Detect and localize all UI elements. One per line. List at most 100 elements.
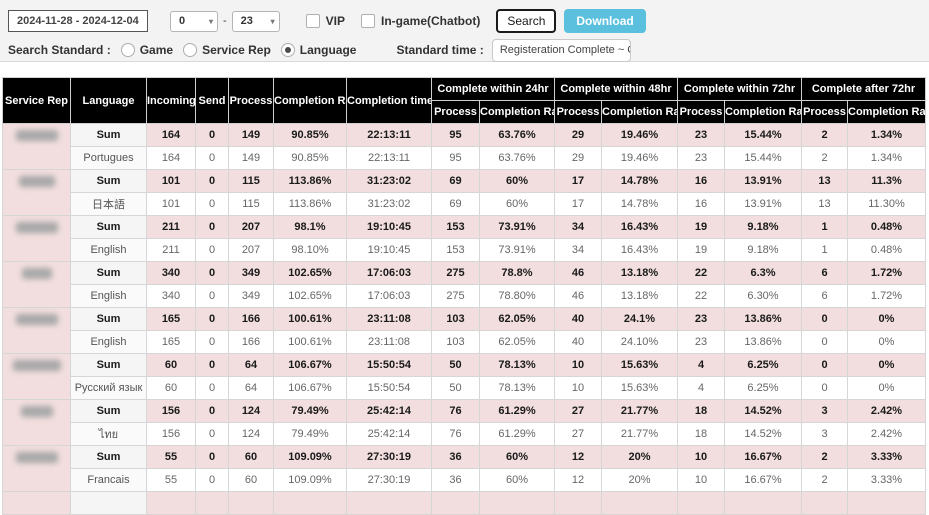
vip-checkbox[interactable]: VIP bbox=[305, 14, 346, 28]
value-cell: 164 bbox=[146, 146, 196, 170]
value-cell: 2.42% bbox=[847, 399, 926, 423]
value-cell: 36 bbox=[431, 468, 480, 492]
value-cell: 2 bbox=[801, 123, 848, 147]
value-cell: 20% bbox=[601, 445, 678, 469]
search-button[interactable]: Search bbox=[496, 9, 557, 33]
value-cell: 207 bbox=[228, 215, 274, 239]
value-cell bbox=[801, 491, 848, 515]
hour-to-select[interactable]: 23 ▾ bbox=[231, 10, 280, 32]
redacted-name-blur bbox=[15, 314, 58, 325]
sub-column-header: Process bbox=[801, 100, 848, 124]
value-cell: 113.86% bbox=[273, 192, 347, 216]
value-cell: 31:23:02 bbox=[346, 169, 432, 193]
value-cell: 124 bbox=[228, 399, 274, 423]
value-cell: 0.48% bbox=[847, 238, 926, 262]
radio-circle-icon[interactable] bbox=[183, 43, 198, 57]
value-cell: 19:10:45 bbox=[346, 215, 432, 239]
value-cell: 11.30% bbox=[847, 192, 926, 216]
hour-from-select[interactable]: 0 ▾ bbox=[170, 10, 218, 32]
value-cell: 95 bbox=[431, 146, 480, 170]
value-cell: 6.3% bbox=[724, 261, 802, 285]
value-cell: 78.13% bbox=[479, 376, 555, 400]
value-cell: 166 bbox=[228, 307, 274, 331]
search-standard-label: Search Standard : bbox=[8, 43, 111, 57]
value-cell: 15.63% bbox=[601, 353, 678, 377]
value-cell: 6.25% bbox=[724, 376, 802, 400]
value-cell: 16.67% bbox=[724, 445, 802, 469]
language-cell: Sum bbox=[70, 261, 147, 285]
redacted-name-blur bbox=[12, 360, 61, 371]
value-cell: 0% bbox=[847, 307, 926, 331]
value-cell: 0 bbox=[195, 123, 229, 147]
group-column-header: Complete within 24hr bbox=[431, 77, 555, 101]
value-cell bbox=[554, 491, 602, 515]
sub-column-header: Process bbox=[431, 100, 480, 124]
language-cell: Sum bbox=[70, 215, 147, 239]
download-button[interactable]: Download bbox=[564, 9, 646, 33]
value-cell bbox=[195, 491, 229, 515]
value-cell: 6.30% bbox=[724, 284, 802, 308]
radio-service-rep[interactable]: Service Rep bbox=[183, 43, 271, 57]
value-cell: 0 bbox=[801, 376, 848, 400]
value-cell: 100.61% bbox=[273, 307, 347, 331]
value-cell: 9.18% bbox=[724, 215, 802, 239]
value-cell: 3 bbox=[801, 422, 848, 446]
value-cell: 0 bbox=[801, 307, 848, 331]
table-row: Francais 55 0 60 109.09% 27:30:19 36 60% 12 20% 10… bbox=[3, 468, 926, 492]
redacted-name-blur bbox=[18, 176, 55, 187]
redacted-name-blur bbox=[21, 268, 52, 279]
value-cell: 46 bbox=[554, 261, 602, 285]
value-cell: 0 bbox=[195, 215, 229, 239]
date-range-input[interactable]: 2024-11-28 - 2024-12-04 bbox=[8, 10, 148, 32]
ingame-chatbot-checkbox[interactable]: In-game(Chatbot) bbox=[361, 14, 480, 28]
value-cell: 16.43% bbox=[601, 238, 678, 262]
value-cell: 0% bbox=[847, 330, 926, 354]
value-cell bbox=[228, 491, 274, 515]
standard-time-select[interactable]: Registeration Complete ~ Cer bbox=[491, 38, 631, 62]
table-row: Sum 101 0 115 113.86% 31:23:02 69 60% 17 14.78% 16… bbox=[2, 169, 926, 216]
value-cell: 10 bbox=[554, 353, 602, 377]
language-cell: Sum bbox=[70, 123, 147, 147]
value-cell: 0 bbox=[195, 399, 229, 423]
value-cell: 23:11:08 bbox=[346, 307, 432, 331]
value-cell: 10 bbox=[677, 468, 725, 492]
value-cell: 1 bbox=[801, 238, 848, 262]
table-row: English 211 0 207 98.10% 19:10:45 153 73.91% 34 1… bbox=[3, 238, 926, 262]
checkbox-box-icon[interactable] bbox=[361, 14, 376, 28]
radio-game[interactable]: Game bbox=[120, 43, 173, 57]
value-cell: 102.65% bbox=[273, 261, 347, 285]
value-cell: 115 bbox=[228, 169, 274, 193]
value-cell: 34 bbox=[554, 215, 602, 239]
value-cell: 78.13% bbox=[479, 353, 555, 377]
hour-from-value: 0 bbox=[179, 15, 186, 27]
vip-checkbox-label: VIP bbox=[325, 14, 346, 28]
filter-row-top: 2024-11-28 - 2024-12-04 0 ▾ - 23 ▾ VIP I… bbox=[0, 8, 929, 34]
value-cell: 100.61% bbox=[273, 330, 347, 354]
value-cell: 211 bbox=[146, 215, 196, 239]
value-cell: 102.65% bbox=[273, 284, 347, 308]
radio-circle-icon[interactable] bbox=[120, 43, 135, 57]
radio-circle-icon[interactable] bbox=[280, 43, 295, 57]
language-cell bbox=[70, 491, 147, 515]
value-cell: 34 bbox=[554, 238, 602, 262]
filter-panel: 2024-11-28 - 2024-12-04 0 ▾ - 23 ▾ VIP I… bbox=[0, 0, 929, 62]
group-column-header: Complete within 48hr bbox=[554, 77, 678, 101]
redacted-name-blur bbox=[15, 222, 58, 233]
value-cell: 0 bbox=[195, 307, 229, 331]
value-cell: 22:13:11 bbox=[346, 123, 432, 147]
value-cell: 103 bbox=[431, 307, 480, 331]
value-cell: 0 bbox=[195, 169, 229, 193]
value-cell: 2 bbox=[801, 468, 848, 492]
sub-column-header: Completion Rate bbox=[479, 100, 555, 124]
value-cell: 12 bbox=[554, 468, 602, 492]
value-cell: 101 bbox=[146, 169, 196, 193]
redacted-name-blur bbox=[15, 130, 58, 141]
radio-language[interactable]: Language bbox=[280, 43, 356, 57]
value-cell bbox=[146, 491, 196, 515]
value-cell: 164 bbox=[146, 123, 196, 147]
value-cell: 15:50:54 bbox=[346, 353, 432, 377]
checkbox-box-icon[interactable] bbox=[305, 14, 320, 28]
sub-column-header: Completion Rate bbox=[601, 100, 678, 124]
value-cell: 19:10:45 bbox=[346, 238, 432, 262]
value-cell: 76 bbox=[431, 422, 480, 446]
